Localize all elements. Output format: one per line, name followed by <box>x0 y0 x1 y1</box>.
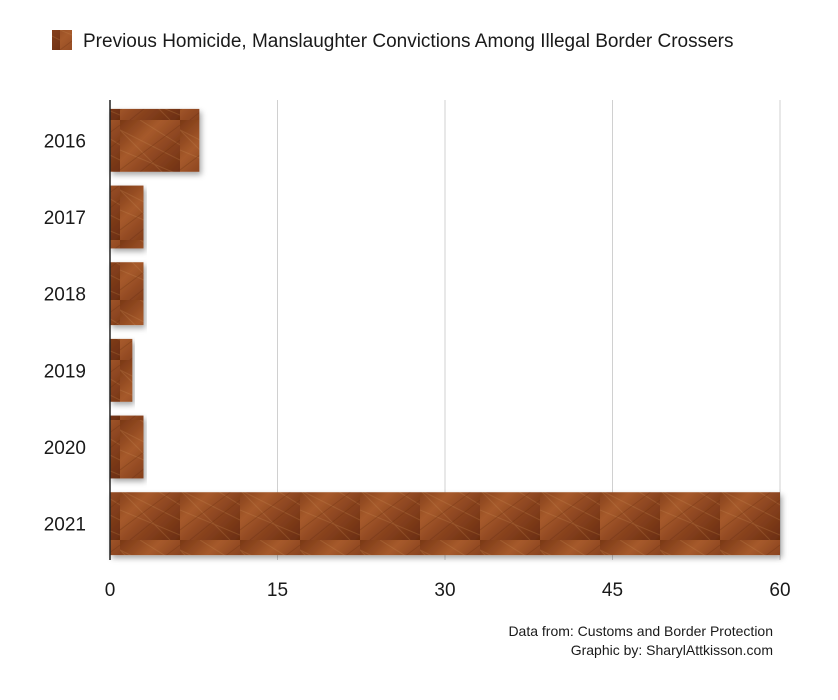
bars <box>110 108 780 556</box>
legend-label: Previous Homicide, Manslaughter Convicti… <box>83 31 734 52</box>
y-tick-label: 2020 <box>44 438 86 459</box>
x-axis-labels: 0 15 30 45 60 <box>105 580 791 601</box>
footer: Data from: Customs and Border Protection… <box>508 623 773 658</box>
bar-2017 <box>110 185 144 249</box>
y-tick-label: 2017 <box>44 208 86 229</box>
bar-2020 <box>110 415 144 479</box>
legend-swatch <box>52 30 72 50</box>
y-tick-label: 2016 <box>44 131 86 152</box>
bar-2016 <box>110 108 200 172</box>
source-note: Data from: Customs and Border Protection <box>508 623 773 639</box>
bar-2021 <box>110 492 780 556</box>
y-tick-label: 2019 <box>44 361 86 382</box>
bar-2018 <box>110 262 144 326</box>
y-axis-labels: 2016 2017 2018 2019 2020 2021 <box>44 131 86 535</box>
x-tick-label: 60 <box>769 580 790 601</box>
x-tick-label: 45 <box>602 580 623 601</box>
x-tick-label: 0 <box>105 580 116 601</box>
bar-2019 <box>110 338 133 402</box>
legend: Previous Homicide, Manslaughter Convicti… <box>52 30 734 52</box>
x-tick-label: 15 <box>267 580 288 601</box>
credit-note: Graphic by: SharylAttkisson.com <box>571 642 773 658</box>
y-tick-label: 2018 <box>44 285 86 306</box>
y-tick-label: 2021 <box>44 515 86 536</box>
grid <box>277 100 781 560</box>
x-tick-label: 30 <box>434 580 455 601</box>
